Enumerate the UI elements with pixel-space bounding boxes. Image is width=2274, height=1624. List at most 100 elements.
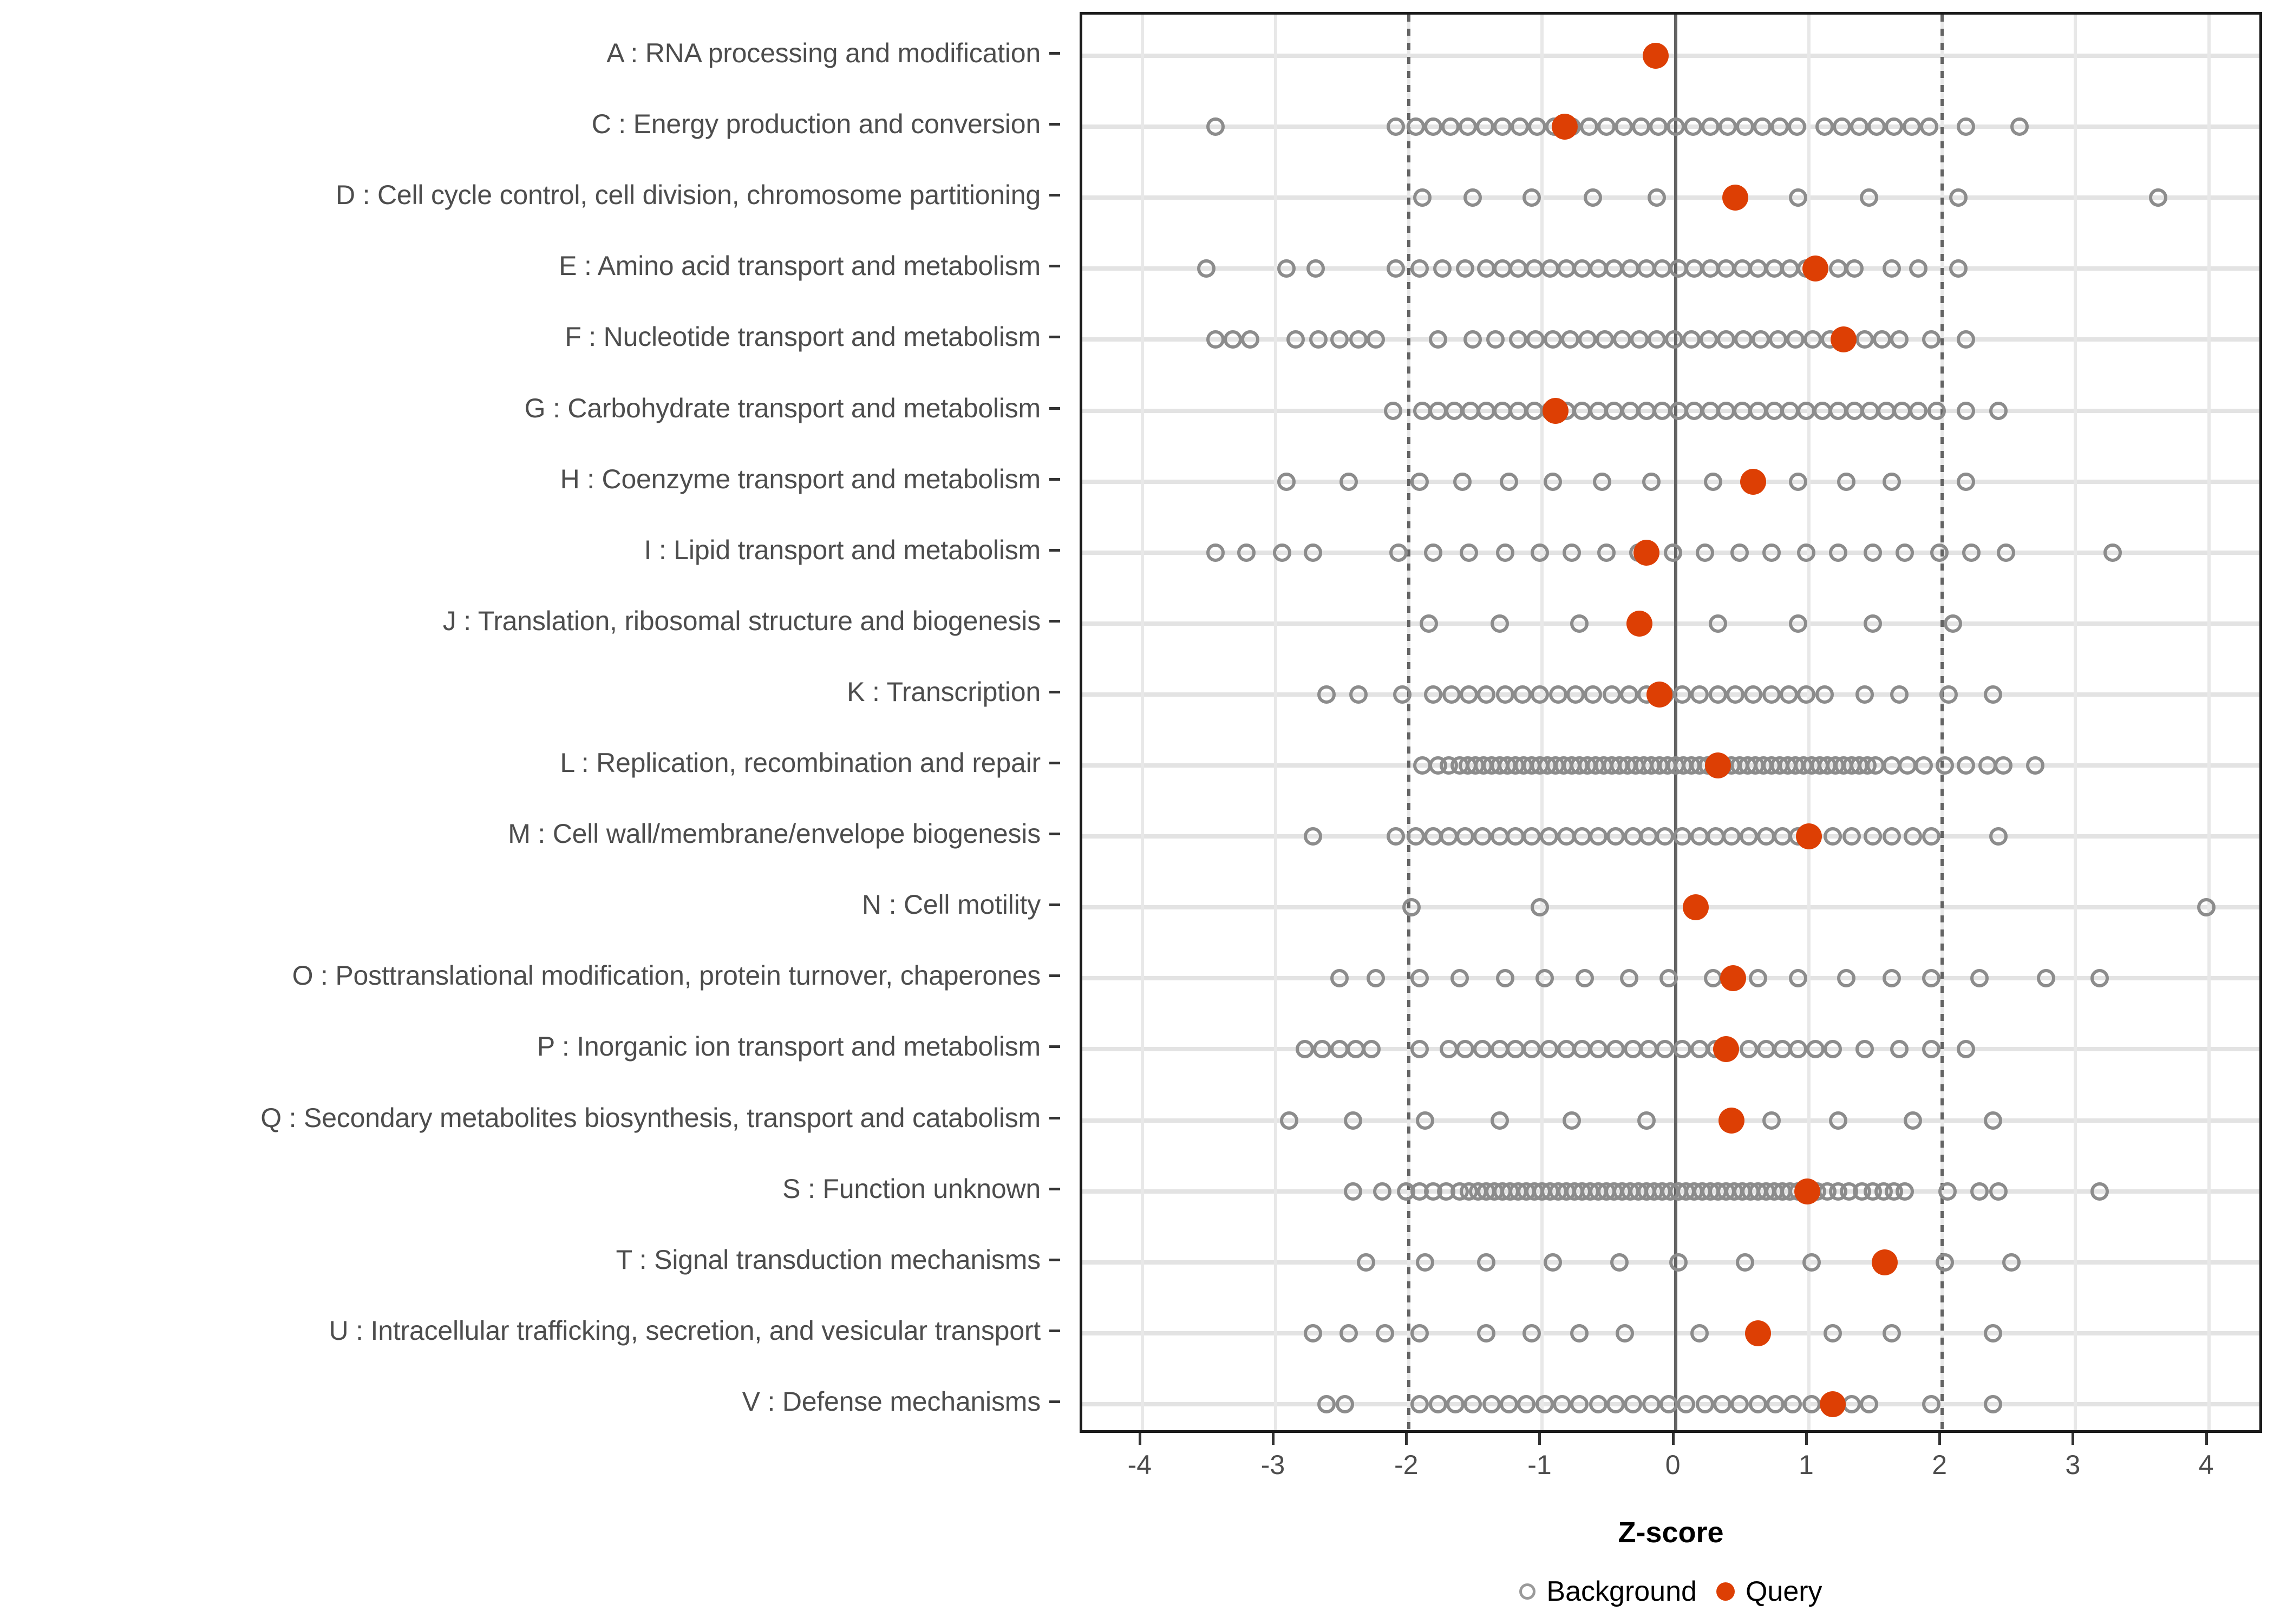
grid-line-vertical xyxy=(2207,15,2211,1430)
background-point xyxy=(1458,117,1477,136)
y-axis-tick-label: J : Translation, ribosomal structure and… xyxy=(442,605,1041,636)
background-point xyxy=(1855,330,1874,349)
background-point xyxy=(1815,117,1834,136)
background-point xyxy=(1949,259,1968,278)
query-point xyxy=(1745,1320,1772,1346)
background-point xyxy=(1429,1394,1448,1413)
background-point xyxy=(1530,898,1549,917)
background-point xyxy=(1306,259,1325,278)
background-point xyxy=(1197,259,1216,278)
background-point xyxy=(1513,685,1532,704)
x-axis-title: Z-score xyxy=(1618,1516,1724,1549)
legend: Background Query xyxy=(1080,1570,2262,1613)
background-point xyxy=(1561,330,1580,349)
background-point xyxy=(1989,401,2008,420)
background-point xyxy=(1989,827,2008,846)
y-axis-tick-mark xyxy=(1049,833,1060,836)
background-point xyxy=(1619,685,1638,704)
background-point xyxy=(1473,1040,1492,1059)
background-point xyxy=(1522,827,1541,846)
grid-line-horizontal xyxy=(1082,479,2259,484)
y-axis-tick-label: U : Intracellular trafficking, secretion… xyxy=(329,1315,1041,1346)
background-point xyxy=(1845,259,1864,278)
background-point xyxy=(1357,1253,1376,1272)
background-point xyxy=(1922,1040,1941,1059)
query-point xyxy=(1722,185,1749,211)
background-point xyxy=(1762,685,1781,704)
query-point xyxy=(1718,1107,1745,1134)
background-point xyxy=(1463,330,1482,349)
background-point xyxy=(1499,1394,1518,1413)
background-point xyxy=(1730,543,1749,562)
grid-line-horizontal xyxy=(1082,621,2259,626)
background-point xyxy=(1576,969,1595,988)
background-point xyxy=(1873,330,1892,349)
background-point xyxy=(1902,117,1921,136)
background-point xyxy=(1570,614,1589,633)
x-axis-tick-mark xyxy=(1272,1433,1275,1445)
background-point xyxy=(1749,1394,1768,1413)
background-point xyxy=(1313,1040,1332,1059)
background-point xyxy=(1535,969,1554,988)
background-point xyxy=(1649,117,1668,136)
x-axis-tick-label: -2 xyxy=(1394,1450,1419,1480)
query-point xyxy=(1720,965,1746,992)
grid-line-vertical xyxy=(1807,15,1811,1430)
query-point xyxy=(1794,1178,1821,1204)
background-point xyxy=(1642,472,1661,491)
background-point xyxy=(1833,117,1852,136)
background-point xyxy=(1983,1111,2002,1130)
x-axis-tick-label: -3 xyxy=(1260,1450,1285,1480)
background-point xyxy=(1570,1324,1589,1343)
background-point xyxy=(1415,1253,1434,1272)
background-point xyxy=(1597,543,1616,562)
x-axis-tick-mark xyxy=(1405,1433,1408,1445)
background-point xyxy=(1909,401,1927,420)
background-point xyxy=(2197,898,2216,917)
background-point xyxy=(1349,330,1368,349)
x-axis-tick-label: -1 xyxy=(1527,1450,1552,1480)
background-point xyxy=(1420,614,1439,633)
grid-line-horizontal xyxy=(1082,905,2259,910)
background-point xyxy=(1786,330,1805,349)
background-point xyxy=(1730,1394,1749,1413)
y-axis-tick-label: K : Transcription xyxy=(847,676,1041,707)
background-point xyxy=(1597,117,1616,136)
background-point xyxy=(1475,117,1494,136)
background-point xyxy=(1749,969,1768,988)
background-point xyxy=(1410,1040,1429,1059)
background-point xyxy=(1709,685,1728,704)
background-point xyxy=(1606,1040,1625,1059)
background-point xyxy=(1762,1111,1781,1130)
open-circle-icon xyxy=(1519,1583,1536,1600)
background-point xyxy=(1713,1394,1731,1413)
y-axis-tick-label: H : Coenzyme transport and metabolism xyxy=(560,463,1041,494)
background-point xyxy=(1850,117,1869,136)
background-point xyxy=(1824,1324,1842,1343)
background-point xyxy=(1957,1040,1976,1059)
query-point xyxy=(1646,681,1673,708)
background-point xyxy=(1631,117,1650,136)
query-point xyxy=(1705,752,1731,778)
x-axis-tick-mark xyxy=(1138,1433,1141,1445)
background-point xyxy=(1530,543,1549,562)
background-point xyxy=(1642,1394,1661,1413)
x-axis: -4 -3 -2 -1 0 1 2 3 4 xyxy=(1080,1433,2262,1509)
background-point xyxy=(1286,330,1305,349)
background-point xyxy=(1375,1324,1394,1343)
background-point xyxy=(1589,827,1608,846)
background-point xyxy=(1336,1394,1355,1413)
query-point xyxy=(1820,1391,1846,1417)
query-point xyxy=(1713,1036,1740,1063)
y-axis-tick-mark xyxy=(1049,1258,1060,1261)
background-point xyxy=(1495,543,1514,562)
y-axis-labels: A : RNA processing and modification C : E… xyxy=(0,12,1060,1433)
background-point xyxy=(1309,330,1328,349)
background-point xyxy=(1666,117,1685,136)
background-point xyxy=(2103,543,2122,562)
y-axis-tick-mark xyxy=(1049,548,1060,552)
background-point xyxy=(1366,330,1385,349)
background-point xyxy=(1882,1324,1901,1343)
y-axis-tick-mark xyxy=(1049,123,1060,126)
background-point xyxy=(1606,827,1625,846)
